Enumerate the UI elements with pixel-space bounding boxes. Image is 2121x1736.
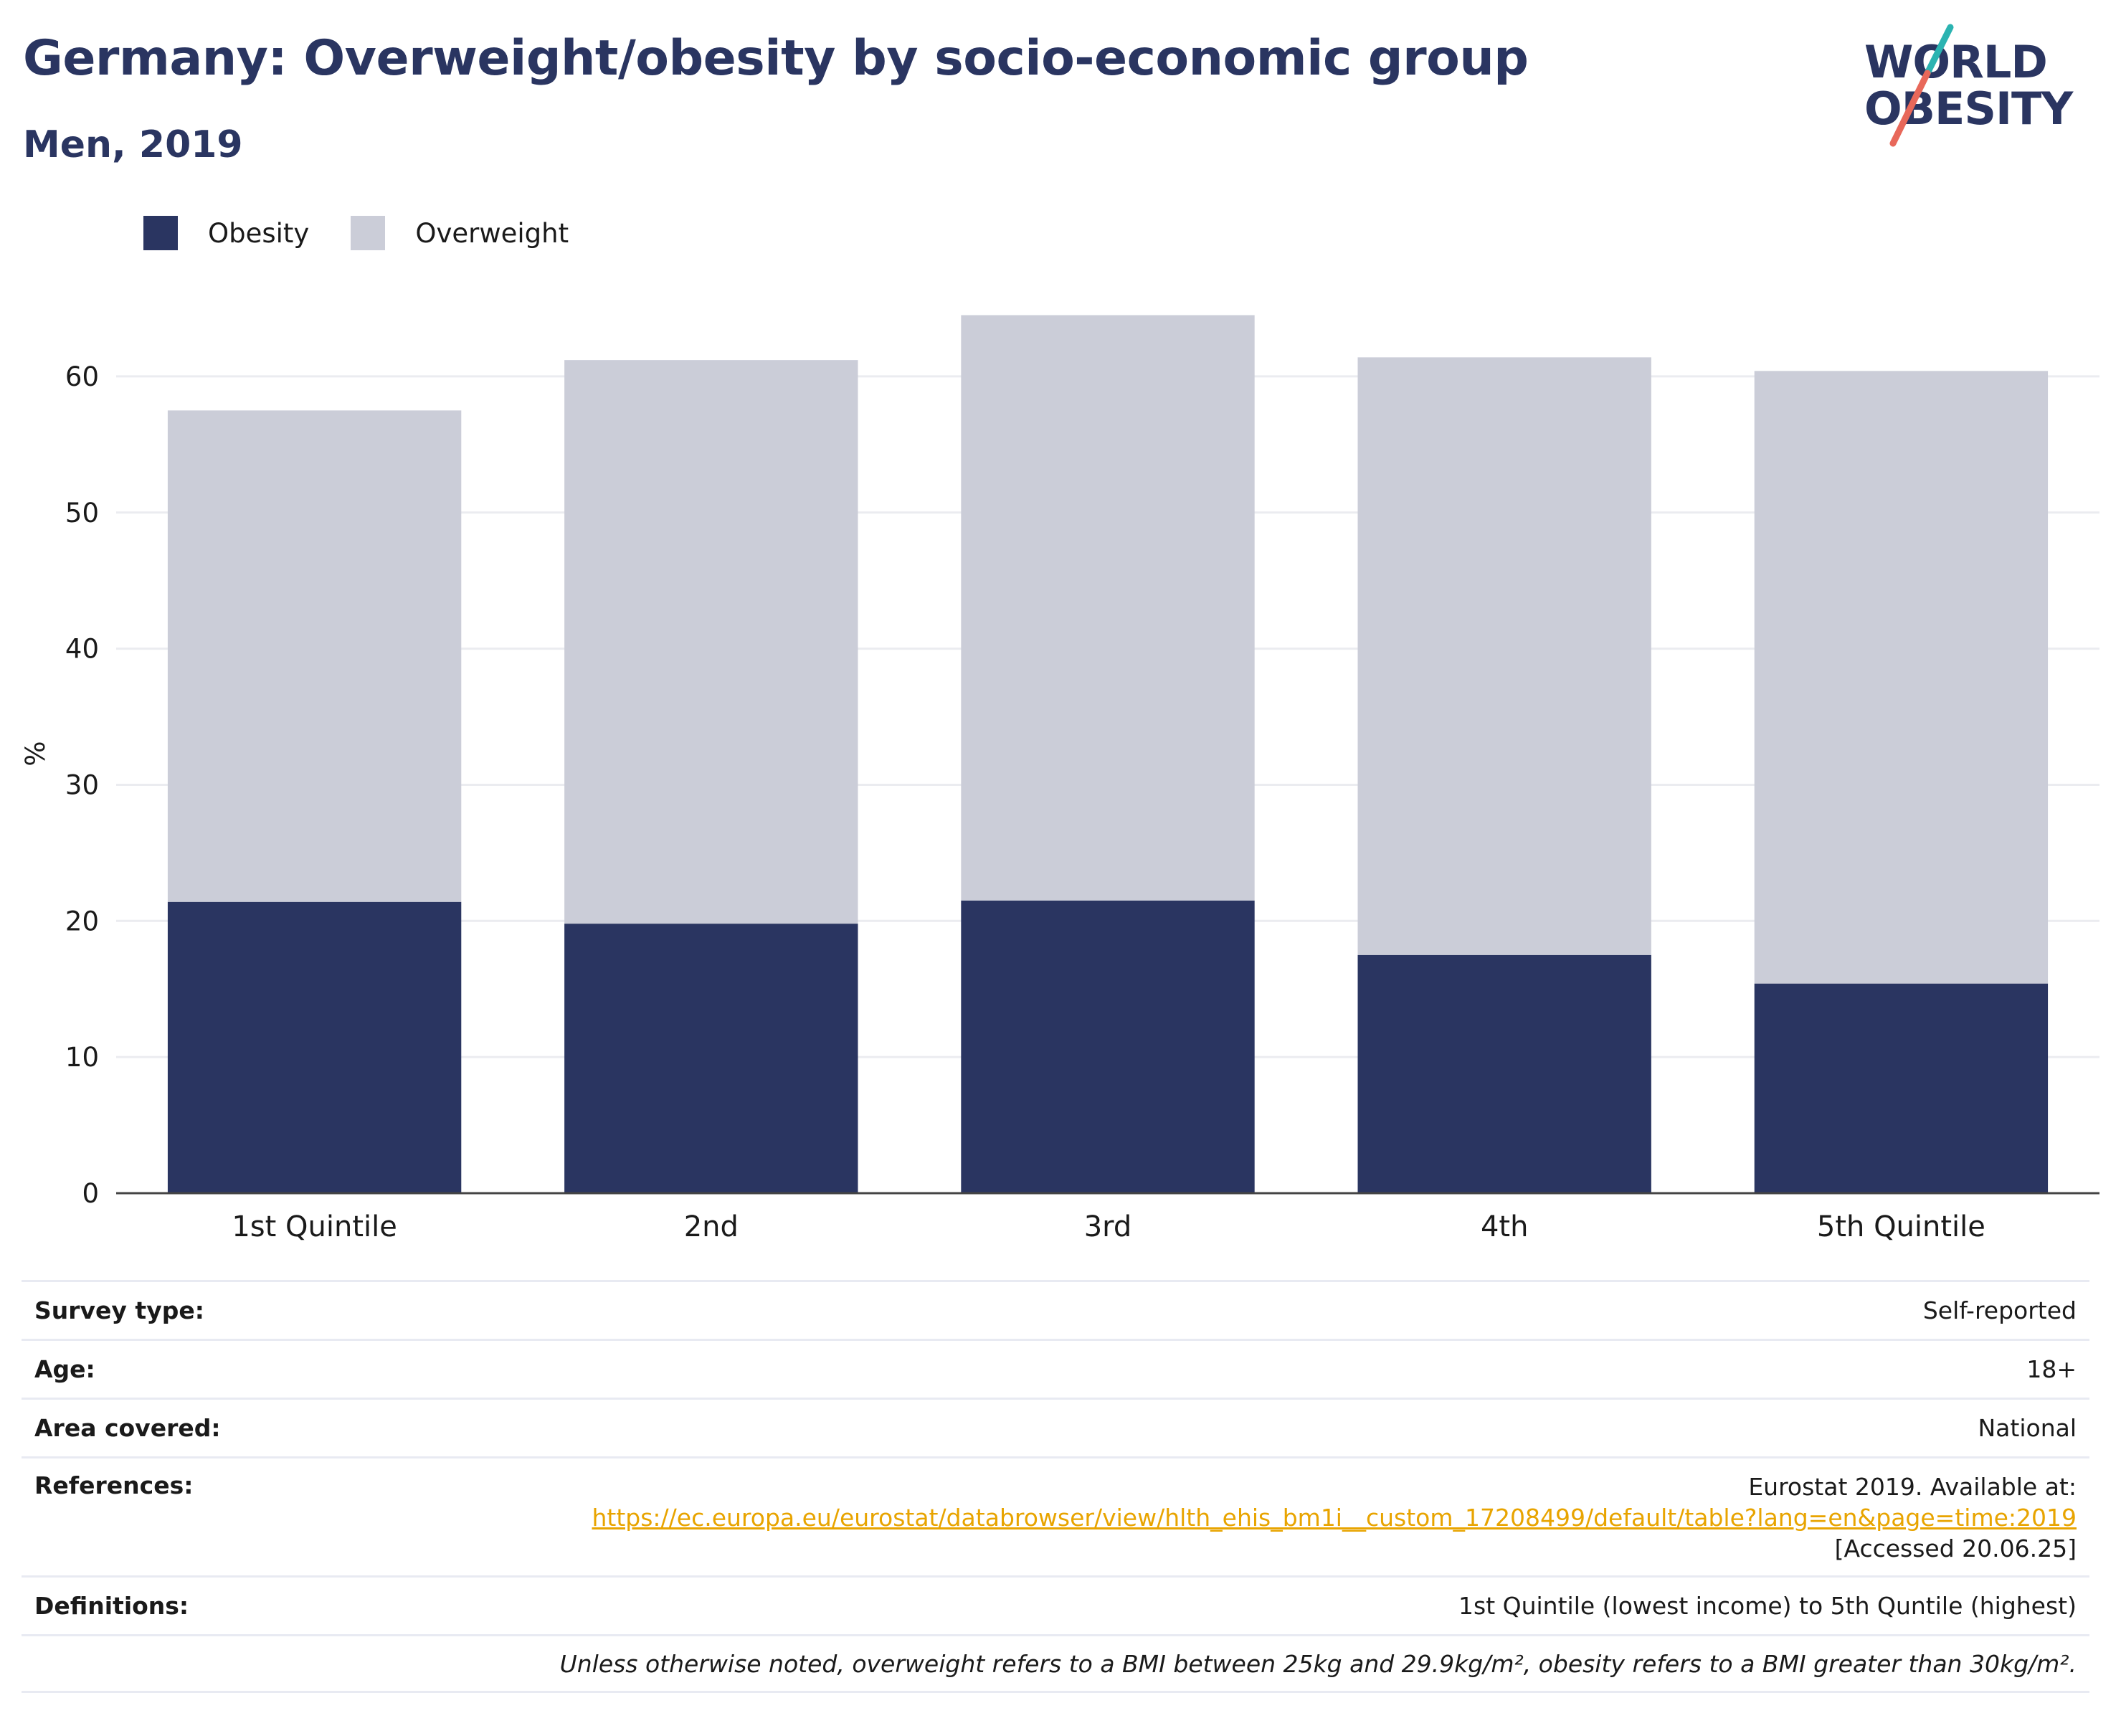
bar-overweight-5 xyxy=(1754,371,2049,984)
definitions-value: 1st Quintile (lowest income) to 5th Qunt… xyxy=(1458,1592,2077,1620)
references-link[interactable]: https://ec.europa.eu/eurostat/databrowse… xyxy=(592,1504,2077,1532)
y-tick-label: 10 xyxy=(65,1042,99,1073)
logo-text-line-1: WORLD xyxy=(1864,36,2048,88)
info-row-area: Area covered: National xyxy=(22,1398,2089,1456)
info-row-note: Unless otherwise noted, overweight refer… xyxy=(22,1634,2089,1693)
bar-overweight-3 xyxy=(961,315,1255,901)
x-tick-label: 5th Quintile xyxy=(1817,1210,1985,1243)
legend-label-obesity: Obesity xyxy=(208,217,310,249)
logo-slash-icon xyxy=(1889,24,1954,147)
y-tick-label: 20 xyxy=(65,906,99,936)
chart-subtitle: Men, 2019 xyxy=(23,123,243,166)
info-row-references: References: Eurostat 2019. Available at:… xyxy=(22,1456,2089,1575)
age-label: Age: xyxy=(34,1355,95,1383)
y-tick-label: 30 xyxy=(65,769,99,800)
bmi-definition-note: Unless otherwise noted, overweight refer… xyxy=(559,1649,2077,1678)
info-row-age: Age: 18+ xyxy=(22,1339,2089,1398)
bar-overweight-1 xyxy=(167,410,462,902)
area-label: Area covered: xyxy=(34,1414,221,1442)
y-tick-label: 60 xyxy=(65,361,99,392)
references-link-line: https://ec.europa.eu/eurostat/databrowse… xyxy=(499,1502,2077,1564)
bar-obesity-2 xyxy=(564,924,858,1193)
definitions-label: Definitions: xyxy=(34,1592,189,1620)
references-accessed: [Accessed 20.06.25] xyxy=(1834,1535,2077,1562)
age-value: 18+ xyxy=(2026,1355,2077,1383)
info-row-definitions: Definitions: 1st Quintile (lowest income… xyxy=(22,1575,2089,1634)
references-label: References: xyxy=(34,1471,194,1499)
y-tick-label: 0 xyxy=(82,1178,99,1209)
y-tick-label: 50 xyxy=(65,498,99,528)
references-value: Eurostat 2019. Available at: https://ec.… xyxy=(499,1471,2077,1564)
x-tick-label: 3rd xyxy=(1084,1210,1132,1243)
bar-obesity-4 xyxy=(1357,954,1651,1193)
bar-overweight-2 xyxy=(564,360,858,924)
survey-type-label: Survey type: xyxy=(34,1296,204,1324)
chart-title: Germany: Overweight/obesity by socio-eco… xyxy=(23,30,1529,87)
chart-legend: Obesity Overweight xyxy=(143,215,610,251)
legend-label-overweight: Overweight xyxy=(415,217,569,249)
x-tick-label: 4th xyxy=(1481,1210,1528,1243)
y-axis-label: % xyxy=(20,741,51,766)
info-row-survey-type: Survey type: Self-reported xyxy=(22,1280,2089,1339)
bar-obesity-1 xyxy=(167,901,462,1193)
bar-chart: 0 10 20 30 40 50 60 1st Quintile 2nd 3rd 4th 5th Qu… xyxy=(20,315,2099,1243)
legend-swatch-obesity xyxy=(143,216,178,250)
references-prefix: Eurostat 2019. Available at: xyxy=(1748,1473,2077,1501)
bar-overweight-4 xyxy=(1357,357,1651,955)
x-tick-label: 2nd xyxy=(684,1210,739,1243)
legend-item-obesity: Obesity xyxy=(143,216,309,250)
bar-obesity-5 xyxy=(1754,983,2049,1193)
info-table: Survey type: Self-reported Age: 18+ Area… xyxy=(22,1280,2089,1693)
area-value: National xyxy=(1978,1414,2077,1442)
y-tick-label: 40 xyxy=(65,634,99,665)
world-obesity-logo: WORLD OBESITY xyxy=(1864,22,2101,158)
legend-item-overweight: Overweight xyxy=(351,216,569,250)
bar-obesity-3 xyxy=(961,900,1255,1193)
x-tick-label: 1st Quintile xyxy=(232,1210,397,1243)
legend-swatch-overweight xyxy=(351,216,386,250)
survey-type-value: Self-reported xyxy=(1922,1296,2077,1324)
